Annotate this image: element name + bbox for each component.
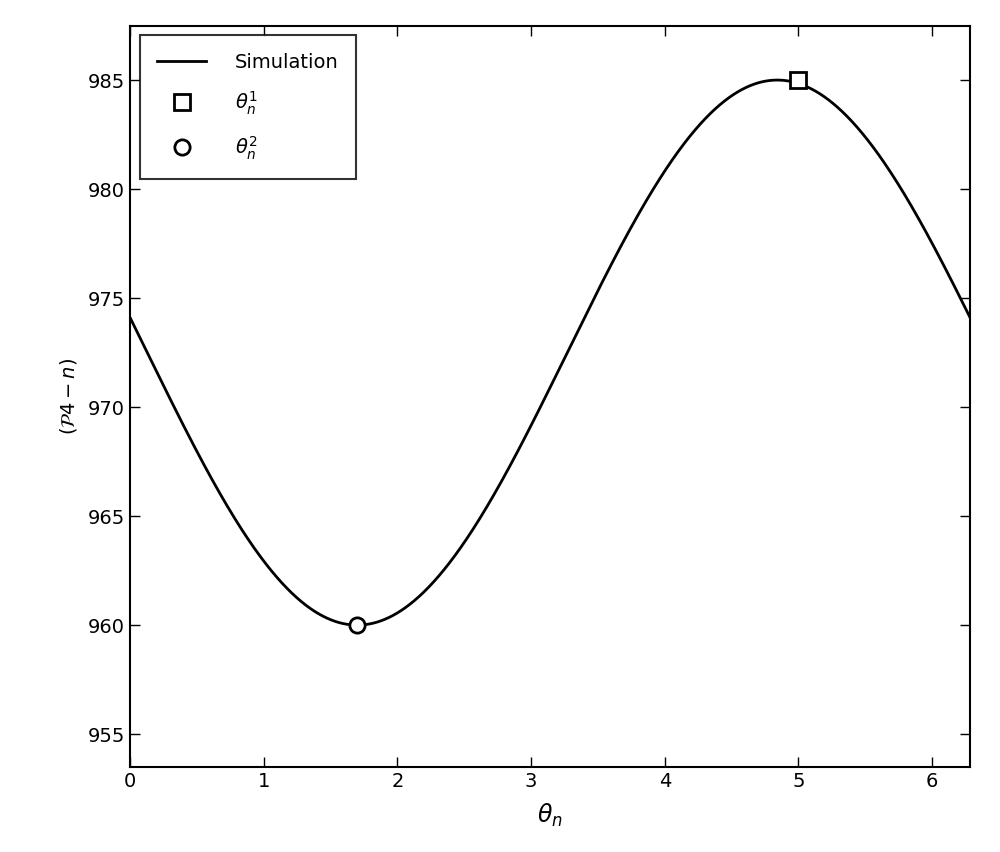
Y-axis label: $(\mathcal{P}4-n)$: $(\mathcal{P}4-n)$ xyxy=(58,358,79,435)
Legend: Simulation, $\theta_n^1$, $\theta_n^2$: Simulation, $\theta_n^1$, $\theta_n^2$ xyxy=(140,35,356,179)
X-axis label: $\theta_n$: $\theta_n$ xyxy=(537,802,563,829)
